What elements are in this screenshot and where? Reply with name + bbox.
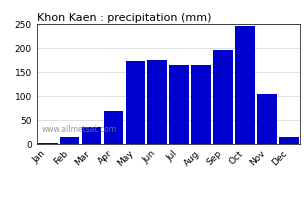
- Bar: [279, 137, 299, 144]
- Bar: [213, 50, 233, 144]
- Text: www.allmetsat.com: www.allmetsat.com: [42, 125, 117, 134]
- Bar: [38, 143, 58, 144]
- Bar: [147, 60, 167, 144]
- Bar: [125, 61, 145, 144]
- Text: Khon Kaen : precipitation (mm): Khon Kaen : precipitation (mm): [37, 13, 211, 23]
- Bar: [170, 65, 189, 144]
- Bar: [257, 94, 277, 144]
- Bar: [60, 137, 80, 144]
- Bar: [104, 111, 123, 144]
- Bar: [235, 26, 255, 144]
- Bar: [191, 65, 211, 144]
- Bar: [82, 127, 101, 144]
